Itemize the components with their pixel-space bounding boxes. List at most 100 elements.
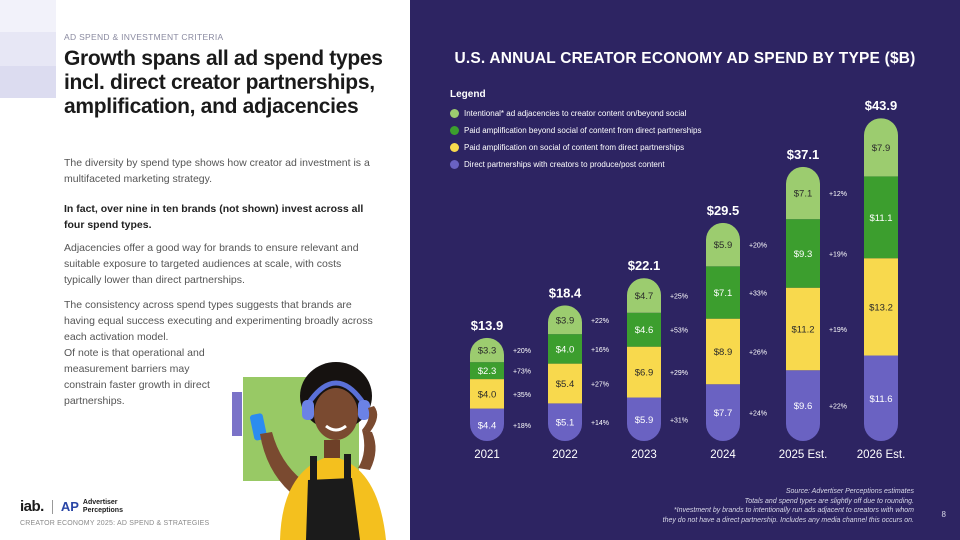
growth-rate-label: +12%	[829, 191, 847, 198]
bar-segment	[706, 318, 740, 385]
segment-value-label: $4.6	[635, 325, 654, 336]
segment-value-label: $11.2	[791, 324, 814, 335]
segment-value-label: $9.3	[794, 249, 813, 260]
segment-value-label: $6.9	[635, 368, 654, 379]
body-paragraph-bold: In fact, over nine in ten brands (not sh…	[64, 203, 364, 231]
bar-stack-2024	[706, 222, 740, 441]
stacked-bar-chart: $4.4 $4.0 $2.3 $3.3 $13.9 2021 +18% +35% +73% +20…	[470, 98, 906, 461]
segment-value-label: $7.1	[714, 288, 733, 299]
growth-rate-label: +26%	[749, 349, 767, 356]
segment-value-label: $4.0	[478, 389, 497, 400]
growth-rate-label: +25%	[670, 293, 688, 300]
bar-stack-2026-est-	[864, 118, 898, 441]
bar-segment	[470, 408, 504, 441]
bar-segment	[786, 370, 820, 441]
page-title: Growth spans all ad spend types incl. di…	[64, 47, 383, 118]
bar-segment	[864, 258, 898, 356]
segment-value-label: $3.3	[478, 345, 497, 356]
x-axis-category-label: 2022	[552, 449, 578, 461]
bar-segment	[786, 219, 820, 288]
bar-segment	[627, 397, 661, 441]
growth-rate-label: +20%	[513, 348, 531, 355]
bar-segment	[548, 334, 582, 364]
segment-value-label: $11.1	[869, 213, 892, 224]
legend-swatch	[450, 160, 459, 169]
segment-value-label: $4.4	[478, 420, 497, 431]
growth-rate-label: +53%	[670, 328, 688, 335]
logo-divider	[51, 499, 53, 514]
segment-value-label: $4.0	[556, 344, 575, 355]
body-paragraph: The consistency across spend types sugge…	[64, 299, 373, 343]
chart-panel: U.S. ANNUAL CREATOR ECONOMY AD SPEND BY …	[410, 0, 960, 540]
segment-value-label: $11.6	[869, 394, 892, 405]
bar-segment	[470, 362, 504, 380]
footnote-line: they do not have a direct partnership. I…	[662, 516, 914, 524]
growth-rate-label: +19%	[829, 251, 847, 258]
growth-rate-label: +19%	[829, 327, 847, 334]
bar-segment	[627, 312, 661, 347]
bar-segment	[627, 278, 661, 313]
bar-segment	[706, 266, 740, 319]
segment-value-label: $13.2	[869, 302, 893, 313]
left-panel: AD SPEND & INVESTMENT CRITERIA Growth sp…	[0, 0, 410, 540]
segment-value-label: $5.4	[556, 379, 575, 390]
body-paragraph: Of note is that operational and measurem…	[64, 347, 210, 407]
legend-item-paid-social: Paid amplification on social of content …	[450, 143, 684, 152]
segment-value-label: $7.7	[714, 408, 733, 419]
legend-item-paid-beyond-social: Paid amplification beyond social of cont…	[450, 126, 701, 135]
legend-item-adjacencies: Intentional* ad adjacencies to creator c…	[450, 109, 686, 118]
bar-total-label: $29.5	[707, 203, 740, 218]
chart-title: U.S. ANNUAL CREATOR ECONOMY AD SPEND BY …	[454, 50, 916, 67]
segment-value-label: $7.9	[872, 143, 891, 154]
growth-rate-label: +35%	[513, 392, 531, 399]
source-note: Source: Advertiser Perceptions estimates	[785, 488, 914, 495]
bar-segment	[786, 287, 820, 371]
bar-stack-2025-est-	[786, 166, 820, 441]
bar-segment	[548, 363, 582, 404]
photo-accent	[232, 392, 242, 436]
x-axis-category-label: 2025 Est.	[779, 449, 828, 461]
person-illustration	[250, 362, 386, 540]
rounding-note: Totals and spend types are slightly off …	[744, 497, 914, 505]
x-axis-category-label: 2024	[710, 449, 736, 461]
legend-swatch	[450, 109, 459, 118]
legend-title: Legend	[450, 89, 486, 100]
bar-stack-2023	[627, 278, 661, 441]
segment-value-label: $4.7	[635, 291, 654, 302]
logo-name-line: Perceptions	[82, 506, 123, 514]
advertiser-perceptions-logo-mark: AP	[60, 499, 79, 514]
x-axis-category-label: 2026 Est.	[857, 449, 906, 461]
bar-total-label: $37.1	[787, 147, 820, 162]
bar-segment	[470, 379, 504, 409]
bar-segment	[786, 166, 820, 220]
growth-rate-label: +27%	[591, 382, 609, 389]
segment-value-label: $5.1	[556, 418, 575, 429]
bar-segment	[548, 305, 582, 335]
body-paragraph: The diversity by spend type shows how cr…	[64, 157, 370, 185]
growth-rate-label: +18%	[513, 423, 531, 430]
growth-rate-label: +20%	[749, 243, 767, 250]
bar-segment	[706, 222, 740, 267]
segment-value-label: $5.9	[714, 240, 733, 251]
legend-label: Paid amplification beyond social of cont…	[464, 126, 702, 135]
legend-label: Direct partnerships with creators to pro…	[464, 160, 665, 169]
footer-report-title: CREATOR ECONOMY 2025: AD SPEND & STRATEG…	[20, 520, 210, 527]
growth-rate-label: +31%	[670, 417, 688, 424]
decor-block	[0, 66, 56, 98]
growth-rate-label: +33%	[749, 290, 767, 297]
bar-segment	[864, 176, 898, 259]
growth-rate-label: +16%	[591, 347, 609, 354]
growth-rate-label: +29%	[670, 370, 688, 377]
bar-total-label: $13.9	[471, 318, 504, 333]
bar-segment	[864, 355, 898, 441]
bar-stack-2022	[548, 305, 582, 441]
iab-logo: iab.	[20, 498, 44, 515]
legend-swatch	[450, 126, 459, 135]
chart-source-notes: Source: Advertiser Perceptions estimates…	[594, 487, 914, 525]
section-kicker: AD SPEND & INVESTMENT CRITERIA	[64, 32, 224, 42]
legend-swatch	[450, 143, 459, 152]
legend-label: Intentional* ad adjacencies to creator c…	[464, 109, 687, 118]
segment-value-label: $7.1	[794, 188, 813, 199]
page-number: 8	[941, 510, 946, 519]
x-axis-category-label: 2023	[631, 449, 657, 461]
